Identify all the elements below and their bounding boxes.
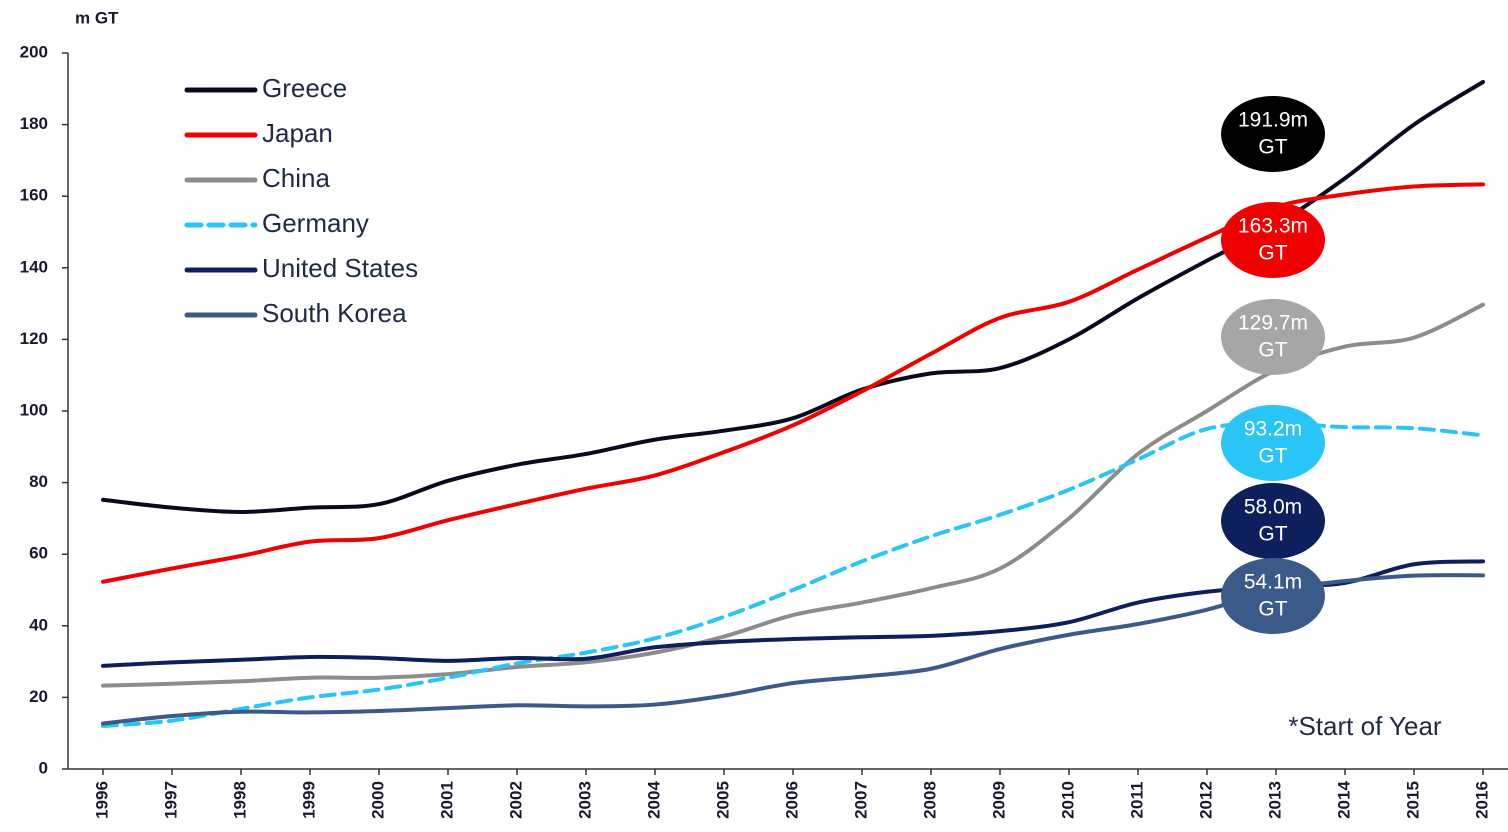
annotation-text: 163.3m — [1238, 215, 1308, 238]
x-tick-label: 2011 — [1127, 782, 1146, 819]
x-tick-label: 2002 — [506, 781, 525, 819]
annotation-bubble — [1221, 558, 1325, 634]
y-axis-label: m GT — [75, 8, 119, 27]
legend-label: Japan — [262, 118, 333, 148]
y-tick-label: 200 — [20, 42, 48, 61]
legend-label: China — [262, 163, 330, 193]
legend-label: Germany — [262, 208, 369, 238]
x-tick-label: 2006 — [782, 781, 801, 819]
annotation-text: 58.0m — [1244, 496, 1302, 519]
x-tick-label: 2009 — [989, 781, 1008, 819]
x-tick-label: 2008 — [920, 781, 939, 819]
legend-label: South Korea — [262, 298, 407, 328]
y-tick-label: 40 — [29, 615, 48, 634]
y-tick-label: 180 — [20, 114, 48, 133]
x-tick-label: 2000 — [368, 781, 387, 819]
x-tick-label: 2001 — [437, 781, 456, 819]
annotation-bubble — [1221, 405, 1325, 481]
x-tick-label: 1999 — [299, 781, 318, 819]
x-tick-label: 2015 — [1403, 781, 1422, 819]
x-tick-label: 2010 — [1058, 781, 1077, 819]
y-tick-label: 100 — [20, 400, 48, 419]
annotation-bubble — [1221, 202, 1325, 278]
annotation-text: 93.2m — [1244, 418, 1302, 441]
annotation-text: GT — [1258, 136, 1287, 159]
y-tick-label: 140 — [20, 257, 48, 276]
annotation-text: GT — [1258, 523, 1287, 546]
note: *Start of Year — [1288, 711, 1442, 741]
x-tick-label: 2007 — [851, 781, 870, 819]
x-tick-label: 2014 — [1334, 781, 1353, 819]
annotation-text: GT — [1258, 242, 1287, 265]
legend-label: Greece — [262, 73, 347, 103]
annotation-bubble — [1221, 299, 1325, 375]
y-tick-label: 160 — [20, 186, 48, 205]
x-tick-label: 2016 — [1472, 781, 1491, 819]
annotation-text: 129.7m — [1238, 312, 1308, 335]
y-tick-label: 20 — [29, 687, 48, 706]
x-tick-label: 2004 — [644, 781, 663, 819]
annotation-text: 54.1m — [1244, 571, 1302, 594]
x-tick-label: 2005 — [713, 781, 732, 819]
x-tick-label: 1998 — [230, 781, 249, 819]
annotation-bubble — [1221, 483, 1325, 559]
x-tick-label: 2003 — [575, 781, 594, 819]
annotation-text: 191.9m — [1238, 109, 1308, 132]
x-tick-label: 1996 — [92, 781, 111, 819]
y-tick-label: 120 — [20, 329, 48, 348]
y-tick-label: 60 — [29, 544, 48, 563]
annotation-text: GT — [1258, 598, 1287, 621]
x-tick-label: 2013 — [1265, 781, 1284, 819]
x-tick-label: 1997 — [161, 781, 180, 819]
annotation-text: GT — [1258, 339, 1287, 362]
legend-label: United States — [262, 253, 418, 283]
y-tick-label: 80 — [29, 472, 48, 491]
annotation-bubble — [1221, 96, 1325, 172]
series-line — [101, 302, 1485, 688]
x-tick-label: 2012 — [1196, 781, 1215, 819]
y-tick-label: 0 — [39, 758, 48, 777]
annotation-text: GT — [1258, 445, 1287, 468]
